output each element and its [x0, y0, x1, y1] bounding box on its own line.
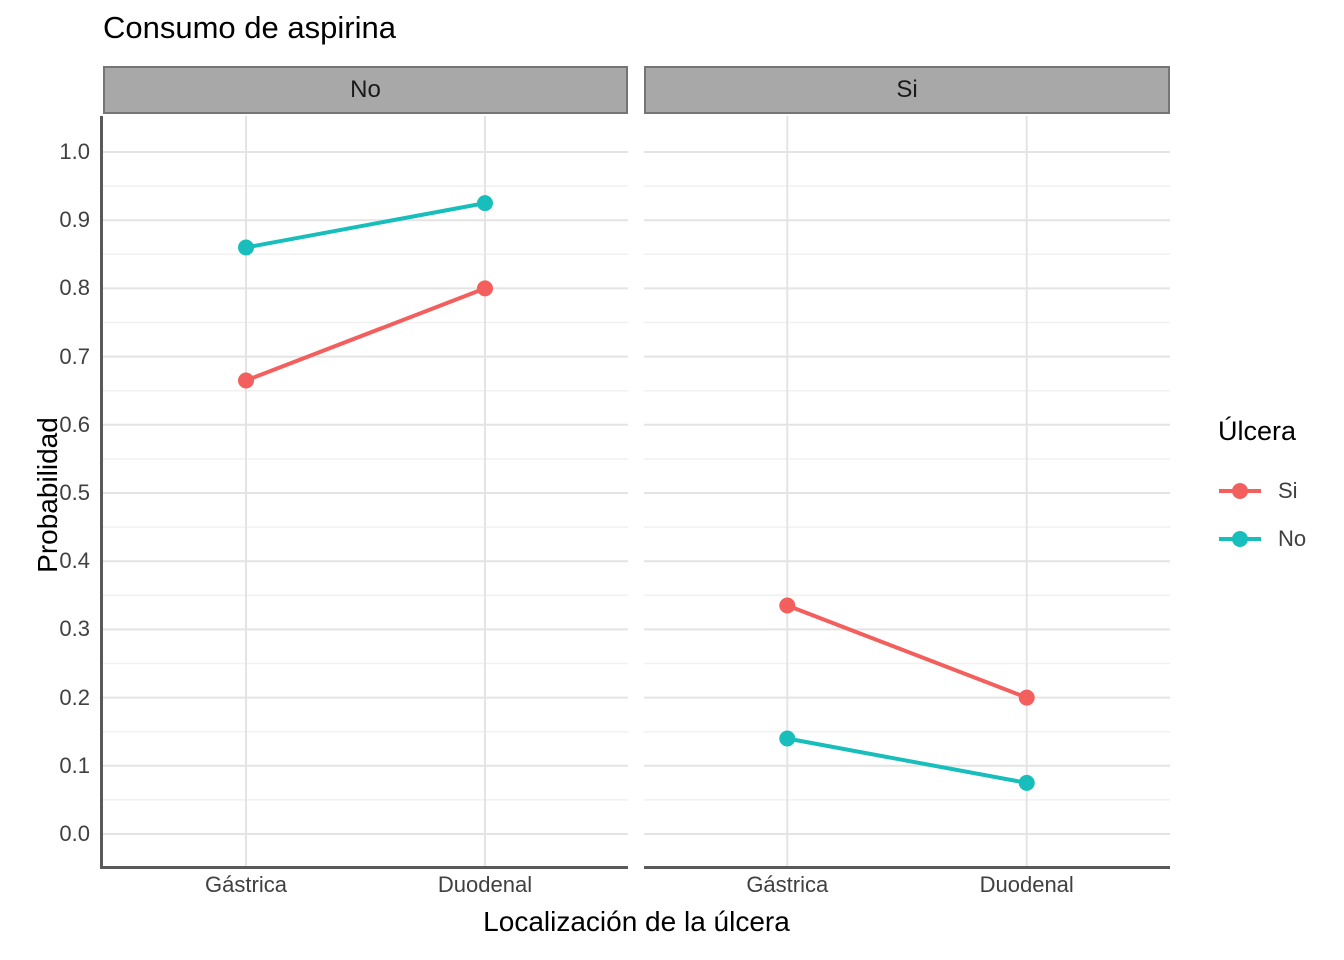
facet-strip-label: No	[350, 76, 381, 103]
legend-entry-label: Si	[1278, 478, 1298, 503]
series-line-ulcera-no	[245, 201, 486, 250]
x-tick-label: Duodenal	[437, 872, 533, 897]
y-tick-label: 0.8	[59, 275, 90, 301]
y-tick-label: 0.6	[59, 411, 90, 437]
legend-key-no-icon	[1219, 531, 1261, 547]
y-axis-title: Probabilidad	[32, 417, 63, 573]
data-point-ulcera-si-duodenal	[476, 280, 493, 297]
y-tick-label: 0.2	[59, 684, 90, 710]
data-point-ulcera-si-duodenal	[1018, 689, 1035, 706]
facet-panel-si-canvas	[644, 116, 1170, 866]
legend-key-si-icon	[1219, 483, 1261, 499]
legend: Úlcera Si No	[1218, 416, 1306, 551]
facet-panel-no	[103, 116, 628, 869]
data-point-ulcera-si-gástrica	[779, 597, 796, 614]
legend-entry-no: No	[1218, 526, 1306, 552]
x-tick-label: Gástrica	[746, 872, 829, 897]
legend-key-point	[1232, 531, 1248, 547]
data-point-ulcera-no-duodenal	[476, 195, 493, 212]
x-axis-title: Localización de la úlcera	[483, 906, 790, 937]
facet-panel-no-canvas	[103, 116, 628, 866]
y-tick-label: 0.9	[59, 207, 90, 233]
page-title: Consumo de aspirina	[103, 10, 396, 45]
series-line-ulcera-si	[786, 603, 1028, 700]
y-axis-line	[100, 116, 103, 869]
legend-entry-si: Si	[1218, 478, 1298, 504]
y-tick-label: 0.4	[59, 548, 90, 574]
legend-title: Úlcera	[1218, 416, 1297, 446]
x-tick-label: Duodenal	[979, 872, 1074, 897]
x-tick-label: Gástrica	[205, 872, 287, 897]
data-point-ulcera-no-gástrica	[238, 239, 255, 256]
data-point-ulcera-si-gástrica	[238, 372, 255, 389]
y-tick-label: 0.7	[59, 343, 90, 369]
y-tick-label: 1.0	[59, 139, 90, 164]
data-point-ulcera-no-duodenal	[1018, 774, 1035, 791]
y-tick-label: 0.5	[59, 480, 90, 505]
series-line-ulcera-si	[245, 286, 486, 383]
facet-strip-no: No	[103, 66, 628, 114]
facet-panel-si	[644, 116, 1170, 869]
y-tick-label: 0.3	[59, 616, 90, 642]
series-line-ulcera-no	[786, 736, 1028, 785]
legend-entry-label: No	[1278, 526, 1307, 551]
facet-strip-si: Si	[644, 66, 1170, 114]
data-point-ulcera-no-gástrica	[779, 730, 796, 747]
legend-key-point	[1232, 483, 1248, 499]
y-tick-label: 0.0	[59, 821, 90, 846]
y-tick-label: 0.1	[59, 752, 90, 778]
facet-strip-label: Si	[896, 76, 918, 103]
